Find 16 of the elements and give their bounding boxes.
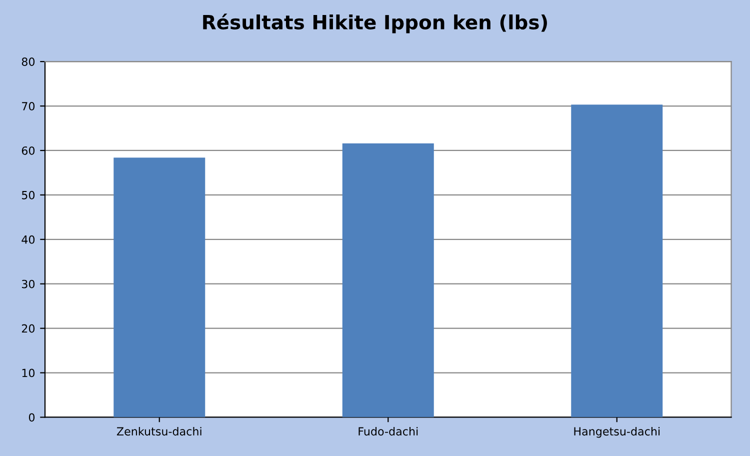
bar [571,104,663,418]
x-tick-label: Hangetsu-dachi [574,426,660,438]
bar [114,158,206,418]
y-tick-label: 50 [22,190,35,200]
y-tick-label: 20 [22,324,35,333]
x-tick-label: Fudo-dachi [358,426,418,436]
y-tick-label: 80 [22,58,35,66]
y-tick-label: 60 [22,146,35,155]
chart-title: Résultats Hikite Ippon ken (lbs) [203,14,547,34]
y-tick-label: 10 [22,368,35,378]
bar [342,143,434,418]
y-tick-label: 70 [22,102,35,110]
y-tick-label: 0 [28,413,35,422]
y-tick-label: 30 [22,280,35,288]
y-tick-label: 40 [22,235,35,244]
x-tick-label: Zenkutsu-dachi [116,426,202,436]
